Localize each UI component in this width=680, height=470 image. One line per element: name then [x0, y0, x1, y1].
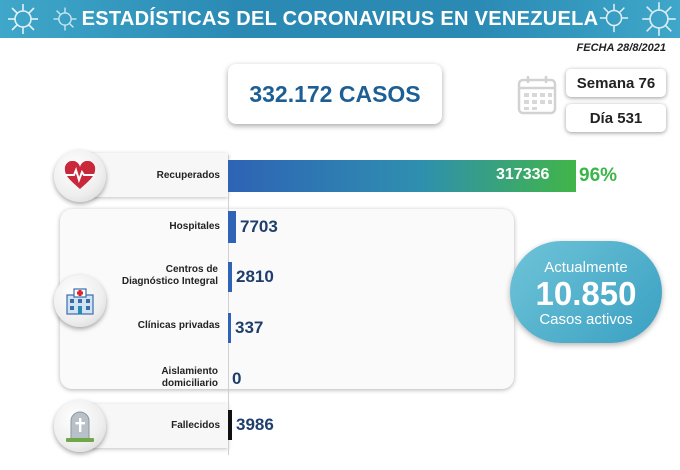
- recovered-label-panel: [86, 153, 228, 197]
- active-cases-value: 10.850: [535, 275, 637, 312]
- virus-icon: [642, 2, 676, 36]
- chart-axis-line: [228, 155, 229, 455]
- category-label-fallecidos: Fallecidos: [171, 420, 220, 431]
- percent-label-recuperados: 96%: [579, 165, 618, 186]
- active-cases-caption-bottom: Casos activos: [539, 311, 633, 328]
- total-cases-text: 332.172 CASOS: [249, 80, 421, 107]
- total-cases-card: 332.172 CASOS: [228, 64, 442, 124]
- bar-clinicas: [228, 313, 231, 343]
- value-label-fallecidos: 3986: [236, 415, 274, 434]
- category-label-clinicas: Clínicas privadas: [137, 320, 220, 331]
- active-cases-caption-top: Actualmente: [544, 259, 628, 276]
- category-label-recuperados: Recuperados: [156, 170, 220, 181]
- bar-hospitales: [228, 211, 236, 243]
- care-locations-panel: [60, 209, 514, 389]
- heart-monitor-icon: [54, 150, 106, 202]
- gravestone-icon: [54, 400, 106, 452]
- deaths-label-panel: [86, 404, 228, 448]
- bar-fallecidos: [228, 410, 232, 440]
- value-label-hospitales: 7703: [240, 217, 278, 236]
- category-label-hospitales: Hospitales: [169, 221, 220, 232]
- hospital-icon: [54, 275, 106, 327]
- value-label-cdi: 2810: [236, 267, 274, 286]
- page-title: ESTADÍSTICAS DEL CORONAVIRUS EN VENEZUEL…: [81, 8, 599, 30]
- day-badge: Día 531: [566, 104, 666, 132]
- active-cases-bubble: Actualmente 10.850 Casos activos: [510, 241, 662, 343]
- report-date: FECHA 28/8/2021: [576, 42, 666, 54]
- value-label-recuperados: 317336: [496, 166, 550, 183]
- category-label-aislamiento: Aislamiento domiciliario: [161, 366, 218, 389]
- header-banner: ESTADÍSTICAS DEL CORONAVIRUS EN VENEZUEL…: [0, 0, 680, 38]
- virus-icon: [8, 4, 38, 34]
- week-badge: Semana 76: [566, 69, 666, 97]
- bar-cdi: [228, 262, 232, 292]
- value-label-aislamiento: 0: [232, 369, 242, 388]
- virus-icon: [53, 7, 77, 31]
- calendar-icon: [517, 76, 557, 115]
- category-label-cdi: Centros de Diagnóstico Integral: [121, 264, 218, 287]
- virus-icon: [599, 3, 629, 33]
- value-label-clinicas: 337: [235, 318, 264, 337]
- bar-recuperados: [228, 160, 576, 192]
